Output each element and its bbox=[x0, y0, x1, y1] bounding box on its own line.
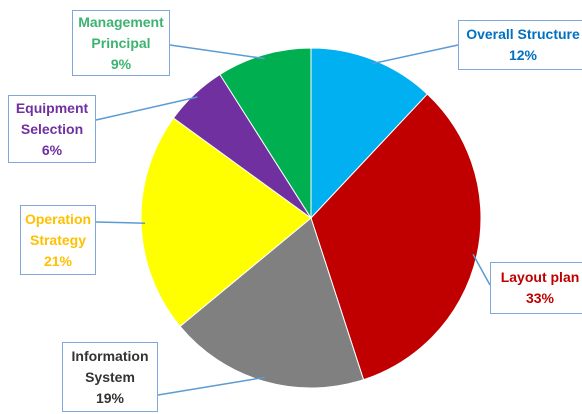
data-label: Information System 19% bbox=[62, 342, 158, 412]
leader-line bbox=[371, 44, 459, 65]
pie-slice bbox=[310, 93, 482, 381]
label-value: 12% bbox=[508, 47, 538, 63]
data-label: Layout plan 33% bbox=[490, 262, 582, 314]
label-name: Equipment Selection bbox=[15, 99, 89, 137]
pie-slice bbox=[310, 47, 429, 220]
label-name: Layout plan bbox=[500, 269, 580, 285]
pie-slice bbox=[179, 217, 365, 389]
label-value: 21% bbox=[43, 252, 73, 269]
label-name: Management Principal bbox=[78, 13, 164, 51]
data-label: Operation Strategy 21% bbox=[20, 205, 96, 275]
label-name: Operation Strategy bbox=[24, 210, 92, 248]
data-label: Overall Structure 12% bbox=[458, 20, 582, 70]
leader-line bbox=[95, 221, 146, 224]
label-value: 33% bbox=[525, 290, 555, 306]
leader-line bbox=[169, 44, 265, 60]
data-label: Equipment Selection 6% bbox=[8, 95, 96, 163]
leader-line bbox=[157, 376, 265, 396]
label-name: Overall Structure bbox=[466, 26, 580, 42]
data-label: Management Principal 9% bbox=[72, 10, 170, 76]
pie-slice bbox=[219, 47, 312, 220]
label-value: 19% bbox=[95, 389, 125, 406]
label-value: 9% bbox=[110, 55, 132, 72]
label-name: Information System bbox=[71, 347, 149, 385]
leader-line bbox=[472, 253, 491, 286]
leader-line bbox=[95, 96, 198, 121]
label-value: 6% bbox=[41, 141, 63, 158]
